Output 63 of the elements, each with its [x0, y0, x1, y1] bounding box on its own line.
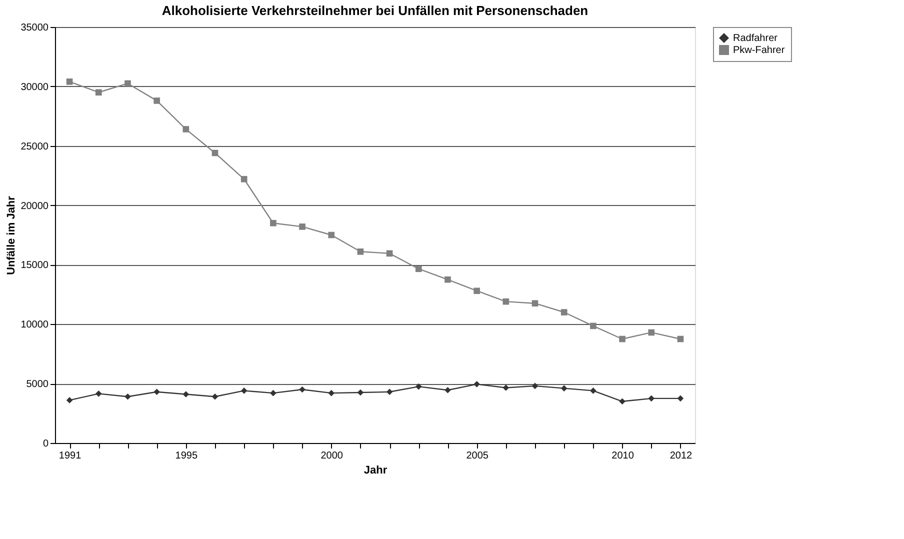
point: [590, 388, 596, 394]
point: [502, 384, 510, 391]
point: [154, 98, 160, 104]
y-tick-label: 10000: [20, 320, 49, 331]
point: [532, 382, 538, 390]
point: [299, 224, 306, 230]
point: [182, 391, 190, 398]
x-tick-label: 2005: [466, 450, 489, 462]
legend-label: Radfahrer: [733, 33, 778, 44]
point: [328, 232, 335, 238]
point: [560, 309, 568, 316]
point: [560, 385, 568, 392]
point: [474, 288, 480, 294]
point: [619, 398, 626, 405]
point: [648, 395, 655, 402]
point: [532, 300, 538, 307]
point: [677, 395, 684, 402]
point: [357, 389, 364, 396]
point: [415, 266, 422, 272]
point: [95, 89, 102, 96]
y-tick-label: 35000: [20, 22, 49, 34]
point: [619, 336, 626, 342]
point: [66, 78, 73, 85]
point: [357, 248, 364, 255]
point: [124, 80, 131, 87]
x-tick-label: 2012: [670, 450, 693, 462]
legend-label: Pkw-Fahrer: [733, 45, 786, 56]
y-tick-label: 15000: [20, 260, 49, 272]
point: [240, 388, 248, 394]
point: [444, 386, 451, 394]
point: [212, 150, 218, 156]
point: [270, 390, 276, 396]
y-tick-label: 25000: [20, 141, 49, 152]
point: [240, 176, 248, 182]
point: [386, 388, 393, 396]
x-tick-label: 1995: [175, 450, 198, 462]
x-tick-label: 1991: [58, 450, 82, 462]
point: [182, 126, 190, 132]
point: [444, 276, 451, 283]
point: [386, 250, 393, 257]
point: [415, 383, 422, 390]
y-tick-label: 5000: [26, 379, 49, 390]
point: [270, 220, 276, 226]
point: [154, 388, 160, 396]
x-tick-label: 2000: [320, 450, 344, 462]
chart-title: Alkoholisierte Verkehrsteilnehmer bei Unfällen mit Personenschaden: [162, 3, 588, 18]
point: [66, 397, 73, 404]
point: [95, 390, 102, 397]
point: [124, 393, 131, 400]
point: [212, 393, 218, 400]
x-axis-title: Jahr: [364, 464, 388, 476]
point: [474, 381, 480, 388]
y-tick-label: 0: [42, 438, 49, 450]
point: [590, 322, 596, 330]
y-tick-label: 30000: [20, 82, 49, 93]
y-tick-label: 20000: [20, 200, 49, 212]
point: [677, 336, 684, 342]
point: [648, 329, 655, 336]
point: [299, 386, 306, 393]
y-axis-title: Unfälle im Jahr: [6, 195, 18, 275]
x-tick-label: 2010: [612, 450, 634, 462]
point: [328, 390, 335, 396]
point: [502, 298, 510, 305]
